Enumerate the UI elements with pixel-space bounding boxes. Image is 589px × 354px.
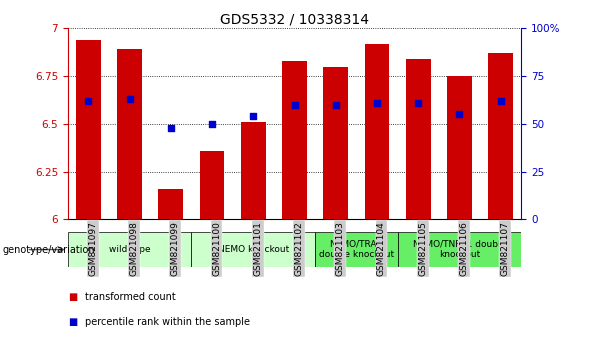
Bar (117, 49, 142, 219)
Bar (488, 53, 513, 219)
Text: GSM821105: GSM821105 (418, 221, 427, 276)
Bar (323, 67, 348, 219)
Text: percentile rank within the sample: percentile rank within the sample (85, 317, 250, 327)
Bar (365, 44, 389, 219)
Text: GSM821103: GSM821103 (336, 221, 345, 276)
Point (166, 125, 176, 131)
Bar (200, 151, 224, 219)
Point (290, 102, 299, 108)
Bar (447, 76, 472, 219)
Bar (76, 40, 101, 219)
Bar (158, 189, 183, 219)
Bar (406, 59, 431, 219)
Text: wild type: wild type (109, 245, 150, 254)
Bar (315, 232, 398, 267)
Text: ■: ■ (68, 292, 77, 302)
Text: GSM821102: GSM821102 (294, 221, 303, 276)
Point (84, 98, 93, 104)
Text: transformed count: transformed count (85, 292, 176, 302)
Point (496, 98, 505, 104)
Point (331, 102, 340, 108)
Point (207, 121, 217, 127)
Text: NEMO/TNFR1 double
knockout: NEMO/TNFR1 double knockout (413, 240, 506, 259)
Text: genotype/variation: genotype/variation (3, 245, 95, 255)
Text: GSM821097: GSM821097 (88, 221, 97, 276)
Point (125, 96, 134, 102)
Text: NEMO knockout: NEMO knockout (218, 245, 289, 254)
Text: GSM821106: GSM821106 (459, 221, 468, 276)
Text: GSM821101: GSM821101 (253, 221, 262, 276)
Point (249, 113, 258, 119)
Text: GDS5332 / 10338314: GDS5332 / 10338314 (220, 12, 369, 27)
Text: GSM821100: GSM821100 (212, 221, 221, 276)
Bar (241, 122, 266, 219)
Text: GSM821099: GSM821099 (171, 221, 180, 276)
Point (413, 100, 423, 106)
Bar (282, 61, 307, 219)
Point (455, 112, 464, 117)
Text: GSM821107: GSM821107 (501, 221, 509, 276)
Text: GSM821104: GSM821104 (377, 221, 386, 276)
Text: GSM821098: GSM821098 (130, 221, 138, 276)
Bar (191, 232, 315, 267)
Bar (398, 232, 521, 267)
Bar (68, 232, 191, 267)
Text: NEMO/TRAIL
double knockout: NEMO/TRAIL double knockout (319, 240, 394, 259)
Text: ■: ■ (68, 317, 77, 327)
Point (372, 100, 382, 106)
